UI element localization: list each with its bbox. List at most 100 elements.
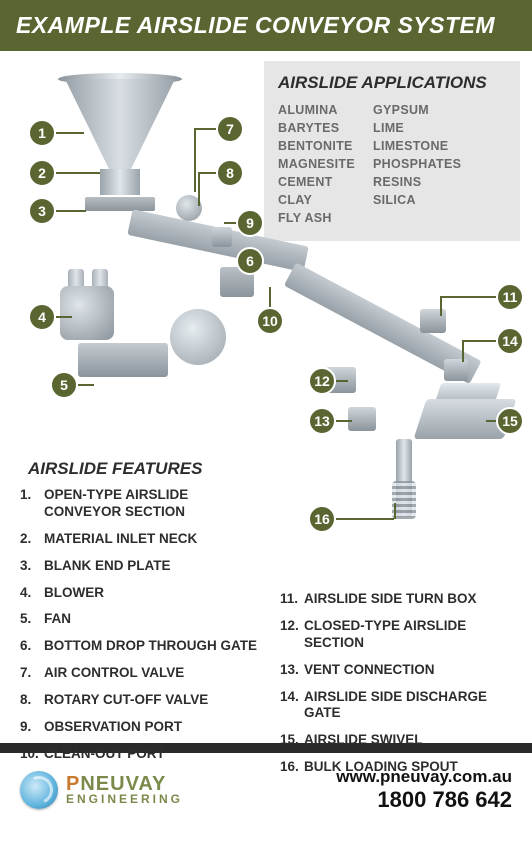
feature-label: AIR CONTROL VALVE (44, 665, 260, 682)
feature-number: 12. (280, 618, 304, 652)
application-item: RESINS (373, 175, 461, 189)
leader-line (336, 380, 348, 382)
leader-line (56, 210, 86, 212)
application-item: SILICA (373, 193, 461, 207)
feature-label: AIRSLIDE SIDE DISCHARGE GATE (304, 689, 520, 723)
feature-label: FAN (44, 611, 260, 628)
feature-number: 5. (20, 611, 44, 628)
feature-label: MATERIAL INLET NECK (44, 531, 260, 548)
callout-badge-5: 5 (50, 371, 78, 399)
feature-number: 8. (20, 692, 44, 709)
feature-item: 14.AIRSLIDE SIDE DISCHARGE GATE (280, 689, 520, 723)
feature-label: CLOSED-TYPE AIRSLIDE SECTION (304, 618, 520, 652)
callout-badge-8: 8 (216, 159, 244, 187)
logo-subtitle: ENGINEERING (66, 794, 183, 805)
feature-item: 4.BLOWER (20, 585, 260, 602)
feature-item: 6.BOTTOM DROP THROUGH GATE (20, 638, 260, 655)
page-title: EXAMPLE AIRSLIDE CONVEYOR SYSTEM (16, 12, 495, 38)
header: EXAMPLE AIRSLIDE CONVEYOR SYSTEM (0, 0, 532, 51)
feature-number: 13. (280, 662, 304, 679)
leader-line (198, 172, 200, 206)
feature-label: OBSERVATION PORT (44, 719, 260, 736)
leader-line (56, 316, 72, 318)
feature-item: 7.AIR CONTROL VALVE (20, 665, 260, 682)
feature-item: 16.BULK LOADING SPOUT (280, 759, 520, 776)
feature-label: VENT CONNECTION (304, 662, 520, 679)
diagram-shape (212, 227, 232, 247)
application-item: GYPSUM (373, 103, 461, 117)
diagram-shape (348, 407, 376, 431)
callout-badge-13: 13 (308, 407, 336, 435)
application-item: BENTONITE (278, 139, 355, 153)
leader-line (336, 518, 394, 520)
feature-item: 2.MATERIAL INLET NECK (20, 531, 260, 548)
feature-label: ROTARY CUT-OFF VALVE (44, 692, 260, 709)
callout-badge-15: 15 (496, 407, 524, 435)
diagram-shape (78, 343, 168, 377)
callout-badge-14: 14 (496, 327, 524, 355)
leader-line (56, 172, 100, 174)
leader-line (56, 132, 84, 134)
leader-line (440, 296, 442, 316)
feature-label: OPEN-TYPE AIRSLIDE CONVEYOR SECTION (44, 487, 260, 521)
application-item: PHOSPHATES (373, 157, 461, 171)
feature-number: 3. (20, 558, 44, 575)
features-title: AIRSLIDE FEATURES (28, 459, 202, 479)
logo-swirl-icon (20, 771, 58, 809)
phone-number: 1800 786 642 (336, 787, 512, 813)
feature-label: BULK LOADING SPOUT (304, 759, 520, 776)
feature-item: 15.AIRSLIDE SWIVEL (280, 732, 520, 749)
feature-number: 15. (280, 732, 304, 749)
diagram-shape (60, 286, 114, 340)
applications-title: AIRSLIDE APPLICATIONS (278, 73, 506, 93)
leader-line (78, 384, 94, 386)
feature-item: 9.OBSERVATION PORT (20, 719, 260, 736)
feature-label: AIRSLIDE SIDE TURN BOX (304, 591, 520, 608)
feature-item: 11.AIRSLIDE SIDE TURN BOX (280, 591, 520, 608)
diagram-shape (85, 197, 155, 211)
feature-item: 12.CLOSED-TYPE AIRSLIDE SECTION (280, 618, 520, 652)
leader-line (194, 128, 196, 192)
callout-badge-4: 4 (28, 303, 56, 331)
application-item: LIME (373, 121, 461, 135)
feature-item: 1.OPEN-TYPE AIRSLIDE CONVEYOR SECTION (20, 487, 260, 521)
diagram-shape (420, 309, 446, 333)
applications-box: AIRSLIDE APPLICATIONS ALUMINABARYTESBENT… (264, 61, 520, 241)
diagram-shape (170, 309, 226, 365)
feature-number: 4. (20, 585, 44, 602)
logo-brand: PNEUVAY (66, 775, 183, 794)
leader-line (269, 287, 271, 307)
application-item: CEMENT (278, 175, 355, 189)
diagram-shape (444, 359, 468, 381)
callout-badge-7: 7 (216, 115, 244, 143)
callout-badge-6: 6 (236, 247, 264, 275)
application-item: LIMESTONE (373, 139, 461, 153)
callout-badge-9: 9 (236, 209, 264, 237)
features-list-left: 1.OPEN-TYPE AIRSLIDE CONVEYOR SECTION2.M… (20, 487, 260, 773)
feature-number: 2. (20, 531, 44, 548)
callout-badge-11: 11 (496, 283, 524, 311)
feature-number: 10. (20, 746, 44, 763)
callout-badge-16: 16 (308, 505, 336, 533)
application-item: BARYTES (278, 121, 355, 135)
callout-badge-10: 10 (256, 307, 284, 335)
leader-line (198, 172, 216, 174)
feature-item: 10.CLEAN-OUT PORT (20, 746, 260, 763)
feature-number: 1. (20, 487, 44, 521)
applications-col-2: GYPSUM LIME LIMESTONE PHOSPHATES RESINS SILIC… (373, 103, 461, 225)
application-item: CLAY (278, 193, 355, 207)
application-item: MAGNESITE (278, 157, 355, 171)
leader-line (462, 340, 464, 362)
feature-item: 5.FAN (20, 611, 260, 628)
feature-number: 9. (20, 719, 44, 736)
callout-badge-12: 12 (308, 367, 336, 395)
callout-badge-3: 3 (28, 197, 56, 225)
feature-number: 14. (280, 689, 304, 723)
logo: PNEUVAY ENGINEERING (20, 771, 183, 809)
feature-label: AIRSLIDE SWIVEL (304, 732, 520, 749)
callout-badge-1: 1 (28, 119, 56, 147)
main-area: 12345678910111213141516 AIRSLIDE APPLICA… (0, 51, 532, 743)
leader-line (336, 420, 352, 422)
feature-item: 13.VENT CONNECTION (280, 662, 520, 679)
feature-label: CLEAN-OUT PORT (44, 746, 260, 763)
